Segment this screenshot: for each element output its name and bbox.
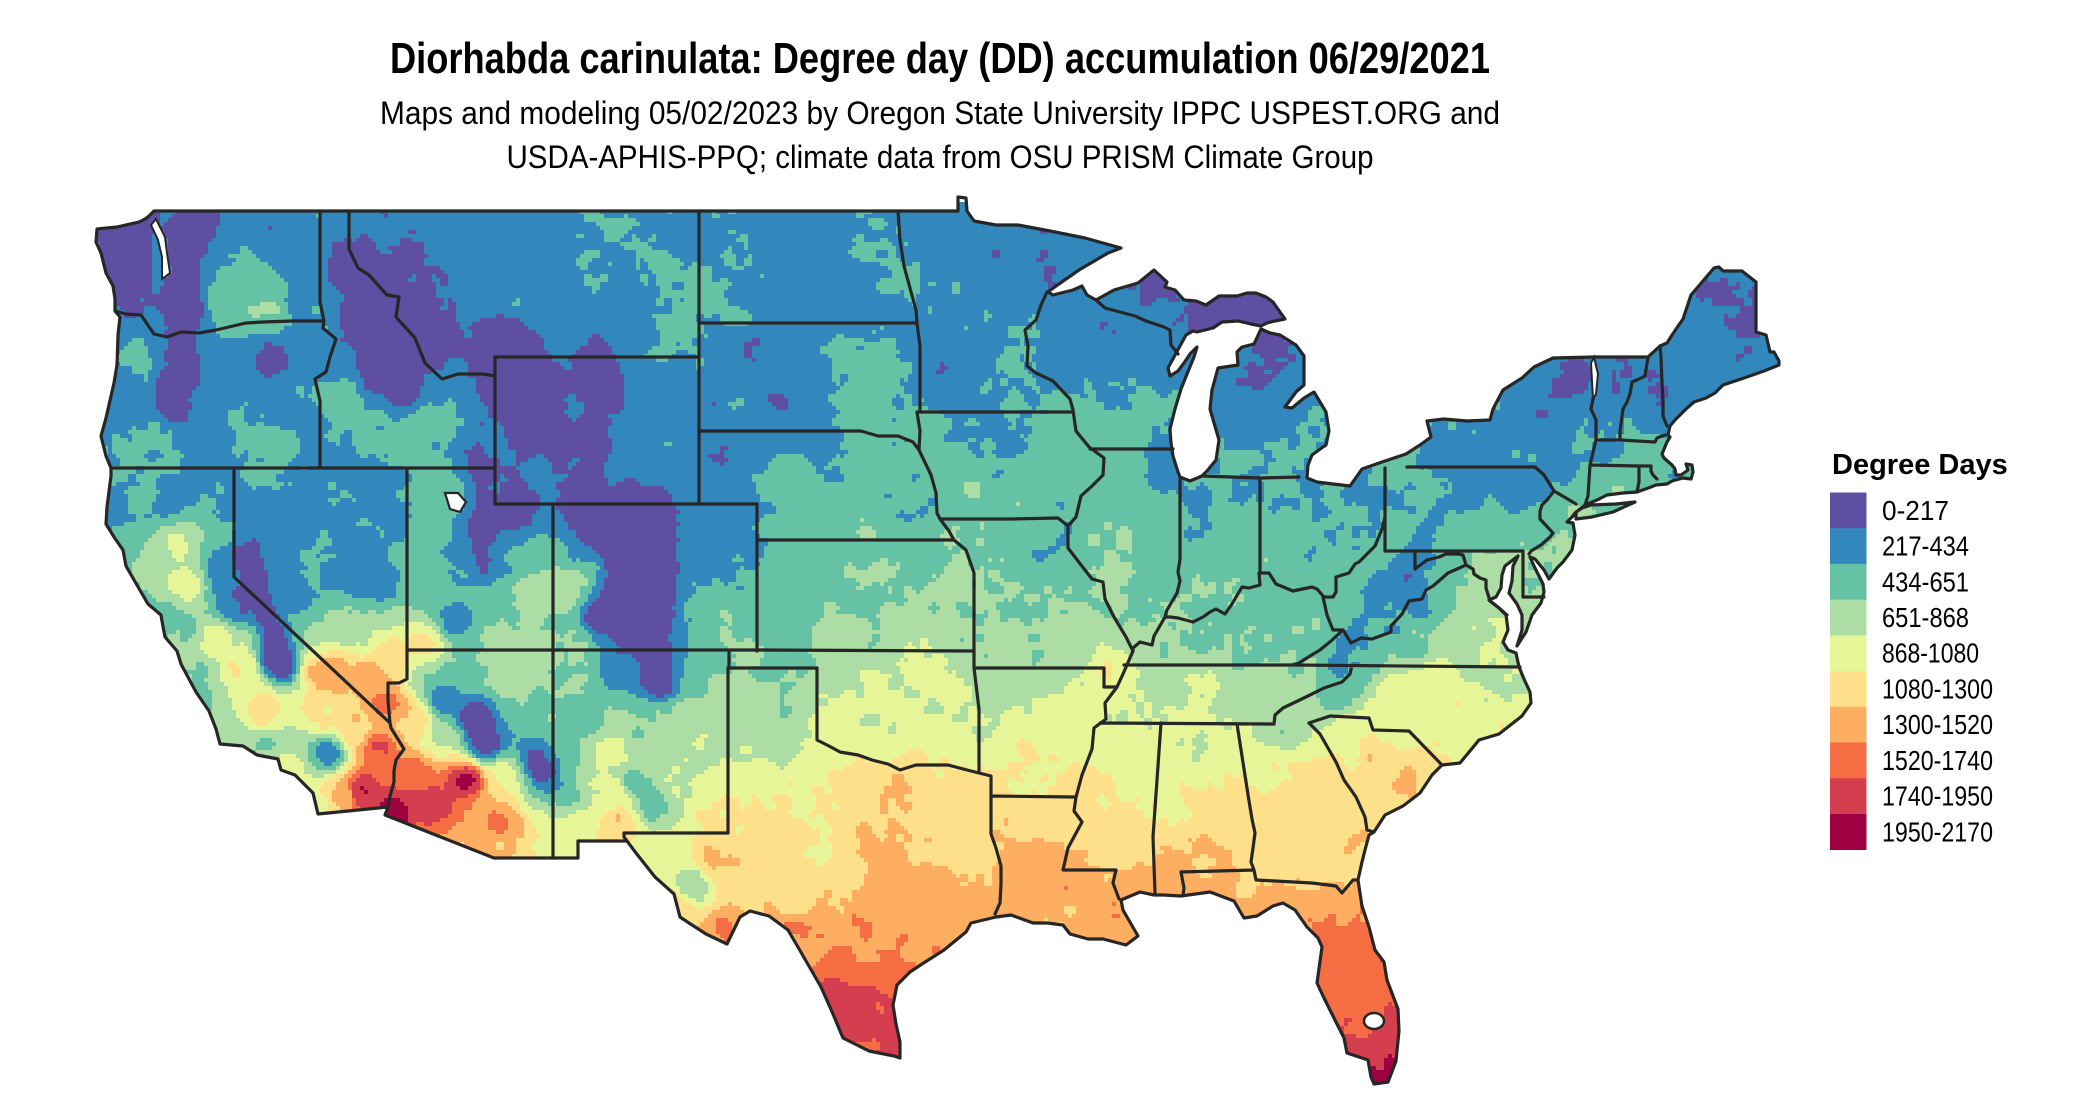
svg-text:Diorhabda carinulata: Degree d: Diorhabda carinulata: Degree day (DD) ac… <box>390 34 1490 83</box>
svg-text:868-1080: 868-1080 <box>1882 638 1979 669</box>
svg-text:434-651: 434-651 <box>1882 566 1969 597</box>
svg-text:1950-2170: 1950-2170 <box>1882 816 1993 847</box>
svg-text:217-434: 217-434 <box>1882 531 1969 562</box>
svg-text:Degree Days: Degree Days <box>1832 449 2008 481</box>
svg-text:1300-1520: 1300-1520 <box>1882 709 1993 740</box>
svg-text:1520-1740: 1520-1740 <box>1882 745 1993 776</box>
svg-text:651-868: 651-868 <box>1882 602 1969 633</box>
svg-text:0-217: 0-217 <box>1882 495 1949 526</box>
svg-text:Maps and modeling 05/02/2023 b: Maps and modeling 05/02/2023 by Oregon S… <box>380 95 1500 131</box>
svg-text:1080-1300: 1080-1300 <box>1882 674 1993 705</box>
svg-text:1740-1950: 1740-1950 <box>1882 781 1993 812</box>
svg-text:USDA-APHIS-PPQ; climate data f: USDA-APHIS-PPQ; climate data from OSU PR… <box>507 139 1374 175</box>
